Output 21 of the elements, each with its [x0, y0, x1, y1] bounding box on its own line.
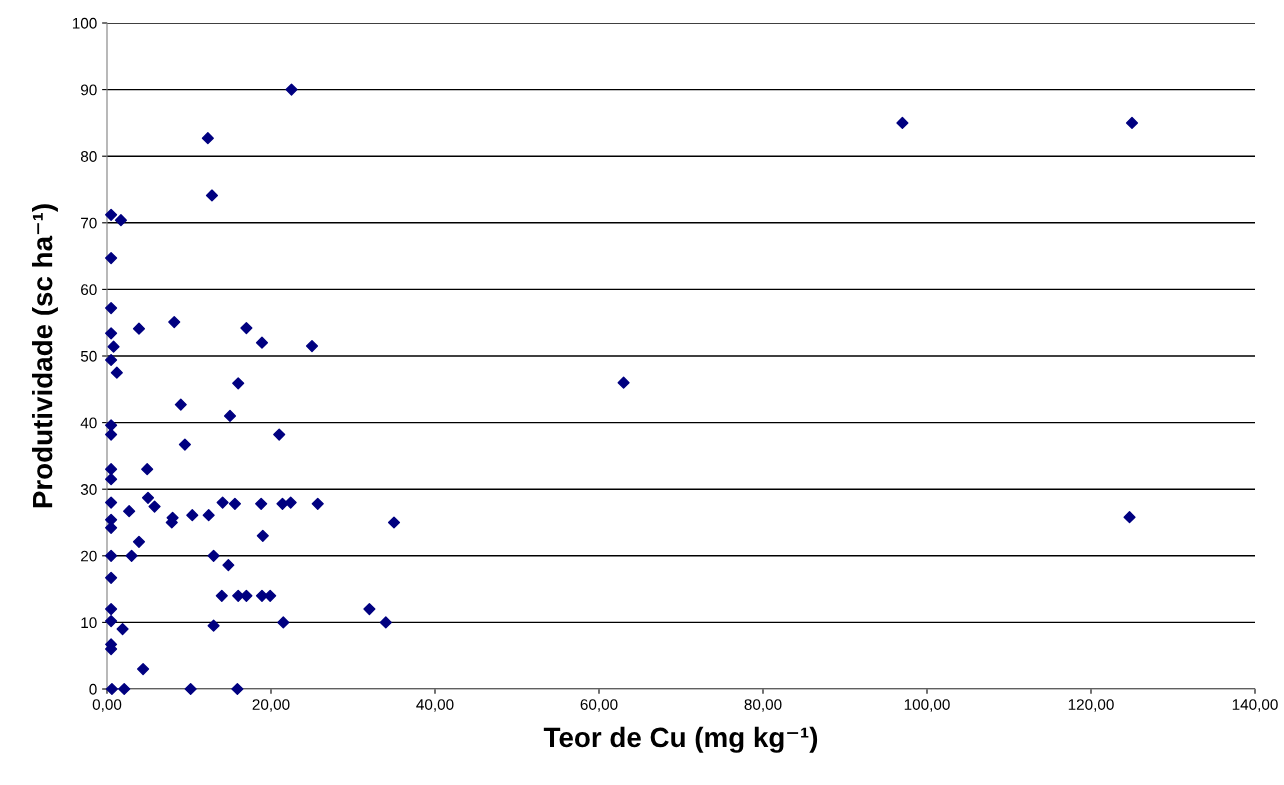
y-tick-label: 100 — [72, 17, 97, 29]
x-tick-label: 60,00 — [580, 699, 618, 712]
x-axis-title: Teor de Cu (mg kg⁻¹) — [543, 726, 818, 753]
x-tick-label: 40,00 — [416, 699, 454, 712]
y-tick-label: 40 — [80, 417, 97, 429]
x-tick-label: 120,00 — [1068, 699, 1114, 712]
x-tick-label: 20,00 — [252, 699, 290, 712]
x-tick-label: 100,00 — [904, 699, 950, 712]
y-tick-label: 10 — [81, 617, 97, 629]
x-tick-label: 80,00 — [744, 699, 782, 712]
y-tick-label: 0 — [89, 683, 97, 695]
y-tick-label: 60 — [81, 284, 97, 296]
x-tick-label: 0,00 — [92, 699, 122, 712]
y-tick-label: 50 — [80, 350, 97, 362]
x-tick-label: 140,00 — [1232, 699, 1278, 712]
y-axis-title: Produtividade (sc ha⁻¹) — [32, 204, 58, 508]
y-tick-label: 30 — [80, 484, 97, 495]
y-tick-label: 80 — [80, 151, 97, 162]
y-tick-label: 20 — [81, 550, 97, 562]
y-tick-label: 90 — [81, 84, 97, 96]
y-tick-label: 70 — [81, 217, 97, 229]
